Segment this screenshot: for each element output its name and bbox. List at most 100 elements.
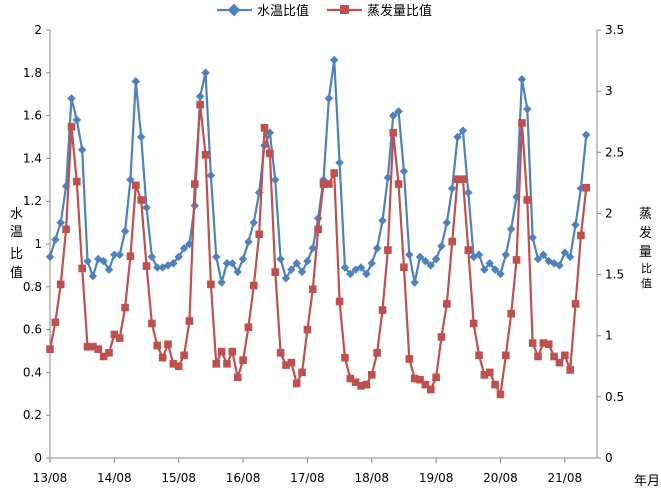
series-2-point	[201, 150, 210, 159]
series-1-point	[153, 263, 162, 272]
series-1-point	[147, 252, 157, 262]
series-2-point	[298, 368, 306, 377]
series-2-point	[571, 300, 580, 308]
series-1-point	[458, 126, 468, 135]
series-1-point	[217, 278, 226, 287]
series-1-point	[340, 263, 350, 272]
series-2-point	[319, 180, 328, 188]
series-2-point	[196, 100, 204, 109]
series-2-point	[169, 360, 178, 368]
series-2-point	[410, 374, 419, 383]
series-1-point	[195, 92, 205, 101]
y-axis-right-title-char: 量	[639, 245, 652, 260]
axes: 0 0.2 0.4 0.6 0.8 1 1.2 1.4 1.6 1.8 2 0 0.5 1 1.5 2 2.5 3…	[23, 23, 624, 485]
series-1-point	[523, 104, 532, 114]
series-2-point	[121, 303, 129, 312]
series-2-point	[126, 252, 135, 261]
series-1-point	[120, 226, 130, 236]
series-2-point	[260, 124, 269, 132]
series-2-point	[276, 349, 285, 357]
series-2-point	[180, 351, 188, 360]
series-1-point	[206, 171, 216, 180]
x-tick-label: 20/08	[483, 471, 518, 485]
series-2-point	[426, 385, 435, 394]
y-tick-left-label: 1.2	[23, 194, 42, 208]
y-axis-right-title: 蒸发量比值	[639, 207, 652, 290]
series-2-point	[303, 325, 312, 334]
series-2-point	[308, 285, 317, 294]
series-1-point	[394, 107, 403, 116]
series-1-point	[276, 254, 285, 264]
series-1-point	[501, 250, 511, 259]
y-tick-left-label: 0	[34, 451, 42, 465]
series-2-point	[115, 334, 124, 342]
y-axis-left-title: 水温比值	[10, 207, 23, 281]
series-2-point	[400, 263, 408, 272]
series-2-point	[528, 339, 537, 347]
series-2-point	[158, 353, 167, 362]
series-2-point	[539, 339, 548, 347]
series-1-point	[287, 265, 296, 274]
x-tick-label: 15/08	[161, 471, 196, 485]
series-1-point	[104, 265, 114, 274]
series-2-point	[437, 333, 446, 341]
series-2-point	[233, 373, 242, 382]
series-1-point	[212, 252, 221, 262]
y-tick-right-label: 3.5	[605, 23, 624, 37]
legend-marker-evaporation	[340, 5, 349, 14]
series-1-point	[367, 259, 377, 268]
series-2-point	[110, 330, 119, 339]
series-2-point	[550, 352, 558, 361]
series-1	[45, 55, 591, 287]
series-1-point	[571, 220, 580, 229]
series-1-point	[77, 145, 87, 155]
series-1-point	[415, 252, 425, 262]
series-2-point	[416, 375, 424, 384]
y-tick-left-label: 0.8	[23, 280, 42, 294]
series-2-point	[148, 319, 156, 328]
y-tick-right-label: 2.5	[605, 145, 624, 159]
x-tick-label: 18/08	[354, 471, 389, 485]
series-1-point	[335, 158, 344, 167]
series-2-point	[132, 181, 140, 190]
x-tick-label: 17/08	[290, 471, 325, 485]
series-1-point	[437, 241, 446, 251]
series-2-point	[330, 169, 339, 177]
series-1-point	[442, 218, 452, 227]
series-2-point	[185, 317, 194, 325]
y-axis-left-title-char: 比	[10, 247, 23, 262]
series-2-point	[266, 149, 274, 158]
x-tick-label: 13/08	[33, 471, 68, 485]
series-2-point	[164, 340, 172, 349]
y-tick-left-label: 1.8	[23, 66, 42, 80]
series-1-point	[426, 261, 435, 270]
series-2-point	[56, 280, 65, 289]
y-tick-left-label: 0.6	[23, 323, 42, 337]
y-tick-right-label: 1	[605, 329, 613, 343]
y-axis-right-title-char: 值	[641, 277, 652, 290]
y-tick-left-label: 1.6	[23, 109, 42, 123]
series-2-point	[73, 177, 81, 186]
series-2-point	[389, 128, 398, 137]
legend: 水温比值 蒸发量比值	[217, 3, 432, 19]
series-1-point	[169, 259, 178, 268]
series-2-point	[174, 362, 183, 371]
series-2-point	[432, 373, 440, 382]
series-1-point	[405, 250, 414, 259]
series-1-point	[110, 250, 119, 259]
series-2-point	[469, 319, 478, 328]
y-axis-left-title-char: 水	[10, 207, 23, 222]
series-2-point	[99, 352, 108, 361]
series-1-point	[582, 130, 591, 140]
series-2-point	[421, 380, 430, 389]
y-tick-left-label: 0.2	[23, 408, 42, 422]
series-2-point	[94, 345, 103, 353]
y-tick-right-label: 1.5	[605, 268, 624, 282]
series-2-point	[544, 340, 553, 349]
y-tick-right-label: 0	[605, 451, 613, 465]
series-2-point	[89, 342, 97, 351]
y-tick-right-label: 0.5	[605, 390, 624, 404]
series-2-point	[394, 180, 403, 188]
series-1-point	[131, 77, 141, 86]
series-2-point	[249, 281, 258, 290]
